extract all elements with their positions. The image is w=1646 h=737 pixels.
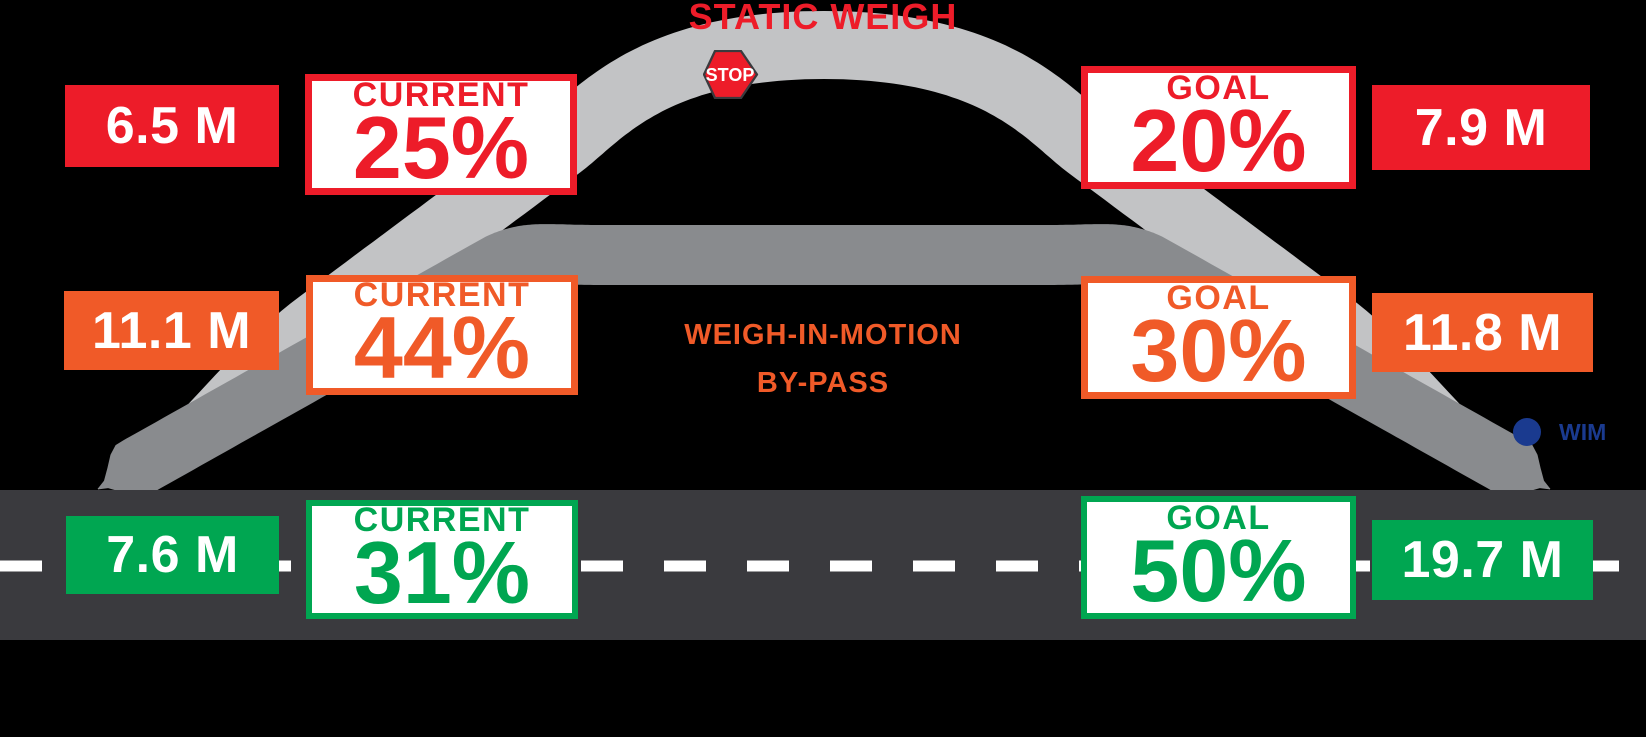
svg-text:WIM: WIM [1559, 419, 1606, 445]
svg-text:STOP: STOP [706, 65, 755, 85]
